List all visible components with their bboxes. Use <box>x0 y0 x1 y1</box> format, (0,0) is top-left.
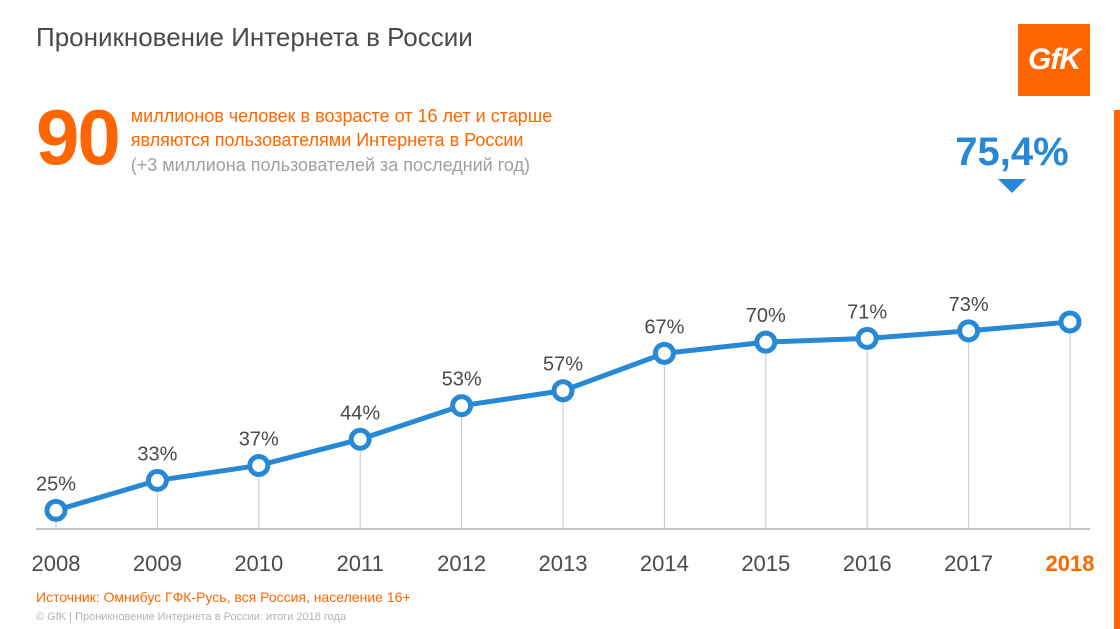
callout-pointer-icon <box>998 179 1026 193</box>
headline-line-2: являются пользователями Интернета в Росс… <box>131 128 552 152</box>
gfk-logo: GfK <box>1018 24 1090 96</box>
x-axis-year: 2013 <box>539 551 588 577</box>
svg-text:70%: 70% <box>746 305 786 327</box>
svg-text:44%: 44% <box>340 402 380 424</box>
footer-text: © GfK | Проникновение Интернета в России… <box>36 611 346 623</box>
x-axis-year: 2014 <box>640 551 689 577</box>
headline-text: миллионов человек в возрасте от 16 лет и… <box>131 104 552 177</box>
x-axis-year: 2018 <box>1046 551 1095 577</box>
callout-value: 75,4% <box>942 130 1082 175</box>
headline-line-1: миллионов человек в возрасте от 16 лет и… <box>131 104 552 128</box>
x-axis-year: 2017 <box>944 551 993 577</box>
x-axis-year: 2012 <box>437 551 486 577</box>
headline-big-number: 90 <box>36 104 119 170</box>
svg-text:73%: 73% <box>949 294 989 316</box>
x-axis-labels: 2008200920102011201220132014201520162017… <box>36 551 1090 581</box>
svg-text:71%: 71% <box>847 301 887 323</box>
line-chart: 25% 33% 37% 44% 53% 57% 67% 70% 71% 73% <box>36 220 1090 539</box>
x-axis-year: 2009 <box>133 551 182 577</box>
x-axis-year: 2011 <box>337 551 384 577</box>
final-value-callout: 75,4% <box>942 130 1082 193</box>
gfk-logo-text: GfK <box>1028 43 1080 77</box>
svg-text:67%: 67% <box>644 316 684 338</box>
svg-text:25%: 25% <box>36 473 76 495</box>
x-axis-year: 2016 <box>843 551 892 577</box>
x-axis-year: 2008 <box>32 551 81 577</box>
source-text: Источник: Омнибус ГФК-Русь, вся Россия, … <box>36 589 411 605</box>
accent-bar <box>1114 110 1120 629</box>
headline-block: 90 миллионов человек в возрасте от 16 ле… <box>36 104 552 177</box>
slide-title: Проникновение Интернета в России <box>36 22 473 53</box>
slide: Проникновение Интернета в России GfK 90 … <box>0 0 1120 629</box>
headline-line-3: (+3 миллиона пользователей за последний … <box>131 153 552 177</box>
svg-text:53%: 53% <box>442 369 482 391</box>
x-axis-year: 2015 <box>741 551 790 577</box>
svg-text:33%: 33% <box>137 443 177 465</box>
svg-text:57%: 57% <box>543 354 583 376</box>
x-axis-year: 2010 <box>234 551 283 577</box>
svg-text:37%: 37% <box>239 428 279 450</box>
